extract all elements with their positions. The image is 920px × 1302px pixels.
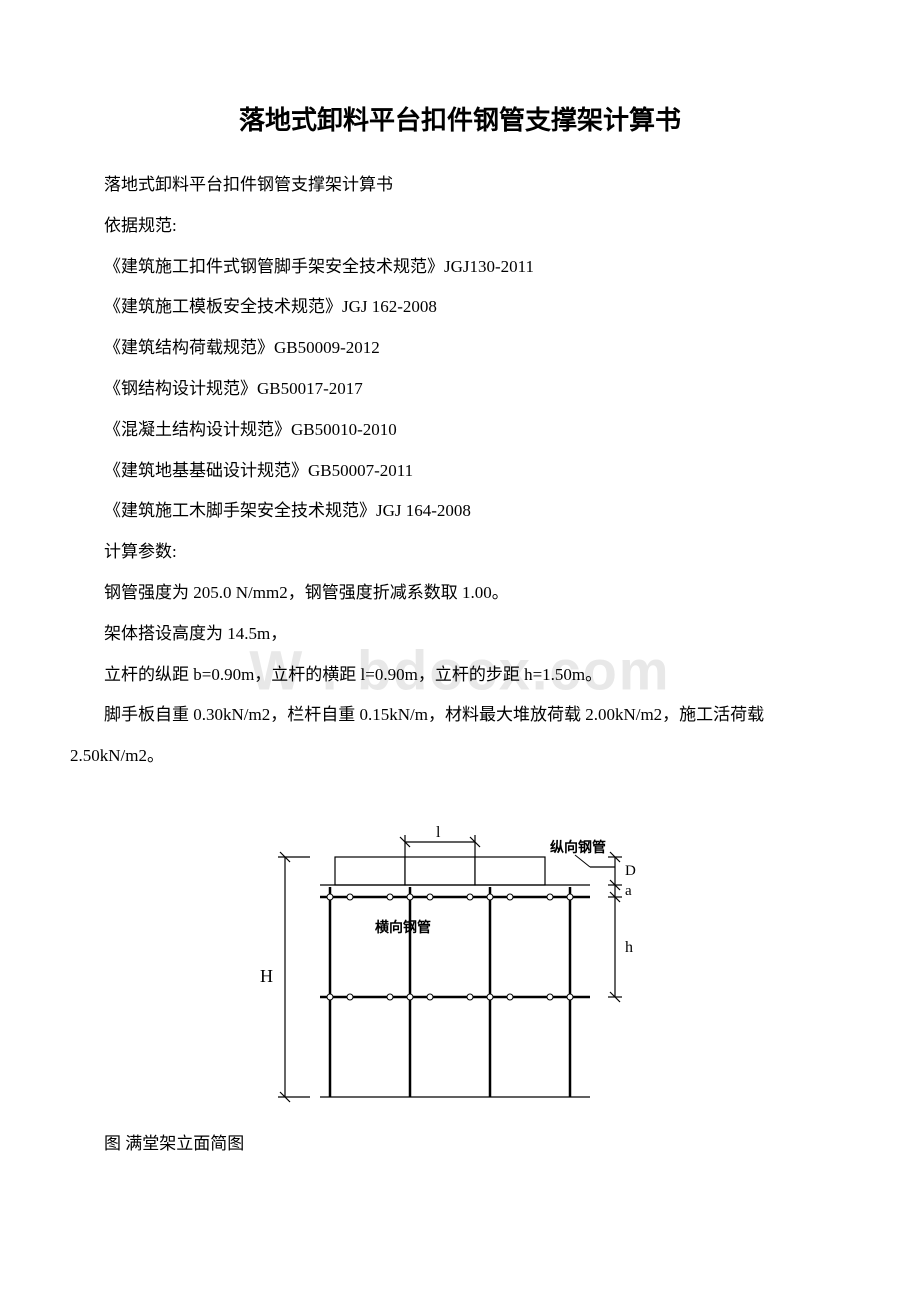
spec-line: 《建筑施工扣件式钢管脚手架安全技术规范》JGJ130-2011 [70, 247, 850, 288]
label-h: h [625, 939, 633, 956]
spec-line: 《建筑地基基础设计规范》GB50007-2011 [70, 451, 850, 492]
document-content: 落地式卸料平台扣件钢管支撑架计算书 落地式卸料平台扣件钢管支撑架计算书 依据规范… [70, 100, 850, 1154]
label-D: D [625, 863, 636, 879]
label-hengxiang: 横向钢管 [375, 919, 431, 936]
spec-line: 《建筑施工模板安全技术规范》JGJ 162-2008 [70, 287, 850, 328]
section-params: 计算参数: [70, 532, 850, 573]
diagram-caption: 图 满堂架立面简图 [70, 1129, 850, 1154]
section-basis: 依据规范: [70, 206, 850, 247]
label-a: a [625, 883, 632, 899]
param-line: 立杆的纵距 b=0.90m，立杆的横距 l=0.90m，立杆的步距 h=1.50… [70, 655, 850, 696]
spec-line: 《混凝土结构设计规范》GB50010-2010 [70, 410, 850, 451]
spec-line: 《建筑结构荷载规范》GB50009-2012 [70, 328, 850, 369]
param-line: 架体搭设高度为 14.5m， [70, 614, 850, 655]
spec-line: 《建筑施工木脚手架安全技术规范》JGJ 164-2008 [70, 491, 850, 532]
subtitle-line: 落地式卸料平台扣件钢管支撑架计算书 [70, 165, 850, 206]
label-H: H [260, 966, 273, 986]
label-l: l [436, 824, 441, 841]
scaffold-diagram: l 纵向钢管 横向钢管 D a h [220, 797, 700, 1117]
param-line: 脚手板自重 0.30kN/m2，栏杆自重 0.15kN/m，材料最大堆放荷载 2… [70, 695, 850, 777]
spec-line: 《钢结构设计规范》GB50017-2017 [70, 369, 850, 410]
page-title: 落地式卸料平台扣件钢管支撑架计算书 [70, 100, 850, 137]
label-zongxiang: 纵向钢管 [550, 839, 606, 856]
param-line: 钢管强度为 205.0 N/mm2，钢管强度折减系数取 1.00。 [70, 573, 850, 614]
diagram-container: l 纵向钢管 横向钢管 D a h [70, 797, 850, 1117]
